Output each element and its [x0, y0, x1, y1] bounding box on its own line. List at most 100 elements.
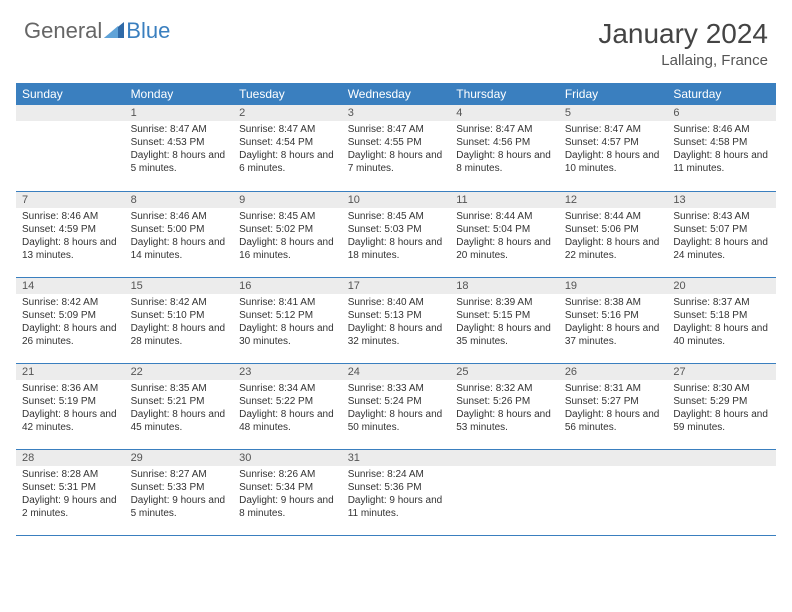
day-details: Sunrise: 8:34 AMSunset: 5:22 PMDaylight:… [233, 380, 342, 438]
sunset-line: Sunset: 5:16 PM [565, 309, 662, 322]
day-number: 8 [125, 192, 234, 208]
calendar-cell [450, 449, 559, 535]
day-details: Sunrise: 8:47 AMSunset: 4:55 PMDaylight:… [342, 121, 451, 179]
sunset-line: Sunset: 5:22 PM [239, 395, 336, 408]
day-number: 31 [342, 450, 451, 466]
sunset-line: Sunset: 4:54 PM [239, 136, 336, 149]
sunset-line: Sunset: 5:26 PM [456, 395, 553, 408]
calendar-cell [559, 449, 668, 535]
sunrise-line: Sunrise: 8:34 AM [239, 382, 336, 395]
day-number: 21 [16, 364, 125, 380]
sunset-line: Sunset: 5:29 PM [673, 395, 770, 408]
day-number: 19 [559, 278, 668, 294]
sunrise-line: Sunrise: 8:31 AM [565, 382, 662, 395]
sunrise-line: Sunrise: 8:44 AM [565, 210, 662, 223]
daylight-line: Daylight: 8 hours and 16 minutes. [239, 236, 336, 262]
day-details: Sunrise: 8:31 AMSunset: 5:27 PMDaylight:… [559, 380, 668, 438]
sunset-line: Sunset: 5:31 PM [22, 481, 119, 494]
daylight-line: Daylight: 9 hours and 11 minutes. [348, 494, 445, 520]
daylight-line: Daylight: 8 hours and 42 minutes. [22, 408, 119, 434]
sunset-line: Sunset: 5:36 PM [348, 481, 445, 494]
calendar-cell: 30Sunrise: 8:26 AMSunset: 5:34 PMDayligh… [233, 449, 342, 535]
daylight-line: Daylight: 8 hours and 7 minutes. [348, 149, 445, 175]
sunrise-line: Sunrise: 8:35 AM [131, 382, 228, 395]
sunset-line: Sunset: 5:18 PM [673, 309, 770, 322]
day-details: Sunrise: 8:32 AMSunset: 5:26 PMDaylight:… [450, 380, 559, 438]
sunrise-line: Sunrise: 8:39 AM [456, 296, 553, 309]
calendar-cell: 23Sunrise: 8:34 AMSunset: 5:22 PMDayligh… [233, 363, 342, 449]
day-number: 10 [342, 192, 451, 208]
sunset-line: Sunset: 5:19 PM [22, 395, 119, 408]
day-number [667, 450, 776, 466]
sunrise-line: Sunrise: 8:47 AM [456, 123, 553, 136]
calendar-cell: 24Sunrise: 8:33 AMSunset: 5:24 PMDayligh… [342, 363, 451, 449]
sunset-line: Sunset: 5:34 PM [239, 481, 336, 494]
daylight-line: Daylight: 8 hours and 50 minutes. [348, 408, 445, 434]
daylight-line: Daylight: 8 hours and 18 minutes. [348, 236, 445, 262]
day-details: Sunrise: 8:47 AMSunset: 4:57 PMDaylight:… [559, 121, 668, 179]
daylight-line: Daylight: 9 hours and 2 minutes. [22, 494, 119, 520]
sunrise-line: Sunrise: 8:33 AM [348, 382, 445, 395]
sunrise-line: Sunrise: 8:30 AM [673, 382, 770, 395]
sunset-line: Sunset: 4:56 PM [456, 136, 553, 149]
daylight-line: Daylight: 8 hours and 45 minutes. [131, 408, 228, 434]
sunset-line: Sunset: 5:15 PM [456, 309, 553, 322]
sunrise-line: Sunrise: 8:42 AM [131, 296, 228, 309]
day-details: Sunrise: 8:42 AMSunset: 5:10 PMDaylight:… [125, 294, 234, 352]
daylight-line: Daylight: 9 hours and 5 minutes. [131, 494, 228, 520]
sunset-line: Sunset: 4:59 PM [22, 223, 119, 236]
day-number: 1 [125, 105, 234, 121]
sunset-line: Sunset: 5:12 PM [239, 309, 336, 322]
month-title: January 2024 [598, 18, 768, 50]
calendar-cell: 9Sunrise: 8:45 AMSunset: 5:02 PMDaylight… [233, 191, 342, 277]
day-number: 20 [667, 278, 776, 294]
day-details: Sunrise: 8:35 AMSunset: 5:21 PMDaylight:… [125, 380, 234, 438]
sunrise-line: Sunrise: 8:46 AM [673, 123, 770, 136]
calendar-cell: 3Sunrise: 8:47 AMSunset: 4:55 PMDaylight… [342, 105, 451, 191]
day-number: 15 [125, 278, 234, 294]
day-details: Sunrise: 8:43 AMSunset: 5:07 PMDaylight:… [667, 208, 776, 266]
day-details: Sunrise: 8:26 AMSunset: 5:34 PMDaylight:… [233, 466, 342, 524]
calendar-cell: 10Sunrise: 8:45 AMSunset: 5:03 PMDayligh… [342, 191, 451, 277]
day-details: Sunrise: 8:42 AMSunset: 5:09 PMDaylight:… [16, 294, 125, 352]
sunrise-line: Sunrise: 8:40 AM [348, 296, 445, 309]
sunset-line: Sunset: 5:21 PM [131, 395, 228, 408]
calendar-row: 14Sunrise: 8:42 AMSunset: 5:09 PMDayligh… [16, 277, 776, 363]
calendar-cell: 8Sunrise: 8:46 AMSunset: 5:00 PMDaylight… [125, 191, 234, 277]
calendar-cell: 27Sunrise: 8:30 AMSunset: 5:29 PMDayligh… [667, 363, 776, 449]
sunrise-line: Sunrise: 8:41 AM [239, 296, 336, 309]
day-details: Sunrise: 8:45 AMSunset: 5:03 PMDaylight:… [342, 208, 451, 266]
col-wednesday: Wednesday [342, 83, 451, 105]
daylight-line: Daylight: 8 hours and 59 minutes. [673, 408, 770, 434]
logo-text-blue: Blue [126, 18, 170, 44]
sunset-line: Sunset: 4:53 PM [131, 136, 228, 149]
day-details: Sunrise: 8:40 AMSunset: 5:13 PMDaylight:… [342, 294, 451, 352]
calendar-cell: 13Sunrise: 8:43 AMSunset: 5:07 PMDayligh… [667, 191, 776, 277]
sunset-line: Sunset: 4:55 PM [348, 136, 445, 149]
daylight-line: Daylight: 9 hours and 8 minutes. [239, 494, 336, 520]
day-number: 26 [559, 364, 668, 380]
calendar-cell: 25Sunrise: 8:32 AMSunset: 5:26 PMDayligh… [450, 363, 559, 449]
day-details: Sunrise: 8:28 AMSunset: 5:31 PMDaylight:… [16, 466, 125, 524]
sunrise-line: Sunrise: 8:46 AM [22, 210, 119, 223]
daylight-line: Daylight: 8 hours and 24 minutes. [673, 236, 770, 262]
col-sunday: Sunday [16, 83, 125, 105]
day-details: Sunrise: 8:47 AMSunset: 4:56 PMDaylight:… [450, 121, 559, 179]
calendar-cell: 4Sunrise: 8:47 AMSunset: 4:56 PMDaylight… [450, 105, 559, 191]
daylight-line: Daylight: 8 hours and 35 minutes. [456, 322, 553, 348]
calendar-cell: 18Sunrise: 8:39 AMSunset: 5:15 PMDayligh… [450, 277, 559, 363]
day-details: Sunrise: 8:39 AMSunset: 5:15 PMDaylight:… [450, 294, 559, 352]
day-details: Sunrise: 8:24 AMSunset: 5:36 PMDaylight:… [342, 466, 451, 524]
calendar-row: 21Sunrise: 8:36 AMSunset: 5:19 PMDayligh… [16, 363, 776, 449]
calendar-cell: 22Sunrise: 8:35 AMSunset: 5:21 PMDayligh… [125, 363, 234, 449]
calendar-cell: 21Sunrise: 8:36 AMSunset: 5:19 PMDayligh… [16, 363, 125, 449]
daylight-line: Daylight: 8 hours and 8 minutes. [456, 149, 553, 175]
daylight-line: Daylight: 8 hours and 5 minutes. [131, 149, 228, 175]
day-details: Sunrise: 8:47 AMSunset: 4:53 PMDaylight:… [125, 121, 234, 179]
sunrise-line: Sunrise: 8:45 AM [348, 210, 445, 223]
daylight-line: Daylight: 8 hours and 53 minutes. [456, 408, 553, 434]
day-number: 6 [667, 105, 776, 121]
calendar-cell: 14Sunrise: 8:42 AMSunset: 5:09 PMDayligh… [16, 277, 125, 363]
calendar-cell: 20Sunrise: 8:37 AMSunset: 5:18 PMDayligh… [667, 277, 776, 363]
sunrise-line: Sunrise: 8:45 AM [239, 210, 336, 223]
